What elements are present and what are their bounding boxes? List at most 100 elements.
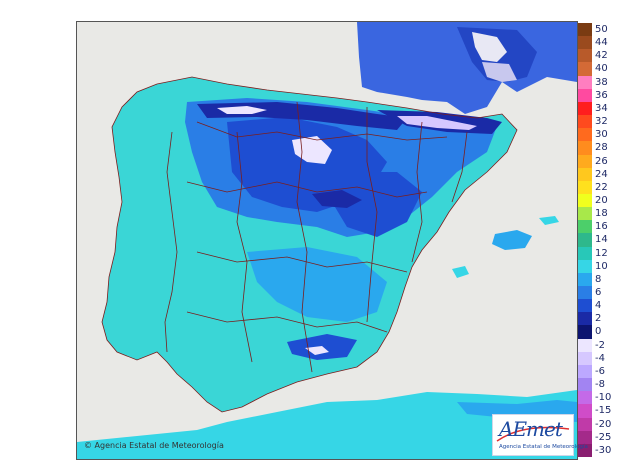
north-africa-landmass (77, 390, 577, 459)
legend-item: -15 (578, 404, 638, 418)
legend-swatch (578, 154, 592, 168)
legend-label: 16 (595, 221, 608, 233)
legend-item: 28 (578, 141, 638, 155)
legend-item: 22 (578, 180, 638, 194)
legend-label: -6 (595, 365, 605, 377)
massif-central-zone (482, 62, 517, 82)
legend-label: 18 (595, 208, 608, 220)
legend-label: -20 (595, 418, 612, 430)
legend-swatch (578, 272, 592, 287)
legend-item: 0 (578, 325, 638, 339)
menorca-island (539, 216, 559, 225)
legend-label: 26 (595, 155, 608, 167)
legend-item: 50 (578, 23, 638, 37)
legend-label: -25 (595, 431, 612, 443)
legend-label: 22 (595, 181, 608, 193)
legend-label: 2 (595, 313, 602, 325)
logo-wordmark: AEmet (499, 417, 563, 441)
legend-item: 44 (578, 36, 638, 50)
legend-item: 26 (578, 154, 638, 168)
temperature-map (76, 21, 578, 460)
legend-swatch (578, 286, 592, 300)
legend-label: 44 (595, 37, 608, 49)
central-system-snow (312, 190, 362, 208)
legend-swatch (578, 430, 592, 444)
legend-label: 40 (595, 63, 608, 75)
legend-label: -8 (595, 379, 605, 391)
legend-label: 14 (595, 234, 608, 246)
legend-swatch (578, 299, 592, 313)
legend-label: 30 (595, 129, 608, 141)
legend-item: 20 (578, 193, 638, 208)
logo-swoosh-icon (496, 426, 570, 442)
aemet-logo: AEmet Agencia Estatal de Meteorología (492, 414, 588, 456)
legend-label: 12 (595, 247, 608, 259)
legend-label: -4 (595, 352, 605, 364)
legend-item: -8 (578, 378, 638, 392)
legend-item: 10 (578, 259, 638, 273)
legend-item: 2 (578, 312, 638, 326)
legend-swatch (578, 443, 592, 457)
legend-item: -10 (578, 391, 638, 405)
legend-swatch (578, 101, 592, 116)
legend-swatch (578, 338, 592, 352)
legend-swatch (578, 378, 592, 392)
legend-swatch (578, 36, 592, 50)
cantabrian-snow (217, 106, 267, 114)
legend-swatch (578, 391, 592, 405)
legend-label: 8 (595, 273, 602, 285)
legend-item: -25 (578, 430, 638, 444)
legend-label: 24 (595, 168, 608, 180)
legend-item: -6 (578, 364, 638, 379)
legend-swatch (578, 75, 592, 89)
legend-swatch (578, 88, 592, 102)
legend-label: 0 (595, 326, 602, 338)
legend-swatch (578, 49, 592, 63)
legend-label: -10 (595, 392, 612, 404)
legend-item: 18 (578, 207, 638, 221)
legend-swatch (578, 312, 592, 326)
pyrenees-snow (397, 116, 477, 130)
administrative-borders (101, 76, 518, 413)
legend-item: 6 (578, 286, 638, 300)
sierra-nevada-snow (305, 346, 329, 355)
legend-label: 50 (595, 24, 608, 35)
southern-plateau-zone (247, 247, 387, 322)
legend-item: 14 (578, 233, 638, 247)
legend-label: 36 (595, 89, 608, 101)
legend-label: 42 (595, 50, 608, 62)
legend-item: 12 (578, 246, 638, 260)
legend-item: 38 (578, 75, 638, 89)
legend-swatch (578, 115, 592, 129)
legend-swatch (578, 62, 592, 76)
legend-item: 40 (578, 62, 638, 76)
map-canvas (77, 22, 577, 459)
legend-swatch (578, 167, 592, 181)
legend-item: -2 (578, 338, 638, 352)
legend-swatch (578, 180, 592, 194)
legend-swatch (578, 220, 592, 234)
legend-item: 8 (578, 272, 638, 287)
legend-label: 10 (595, 260, 608, 272)
copyright-text: © Agencia Estatal de Meteorología (84, 441, 224, 450)
legend-swatch (578, 193, 592, 208)
legend-swatch (578, 246, 592, 260)
temperature-legend: 50 44 42 40 38 36 34 32 30 28 26 24 22 20 18 16 14 12 10 8 6… (578, 23, 638, 457)
legend-item: 34 (578, 101, 638, 116)
legend-swatch (578, 417, 592, 431)
legend-label: 6 (595, 287, 602, 299)
legend-label: 20 (595, 194, 608, 206)
legend-swatch (578, 233, 592, 247)
legend-swatch (578, 325, 592, 339)
legend-item: -4 (578, 351, 638, 365)
legend-swatch (578, 364, 592, 379)
legend-swatch (578, 351, 592, 365)
legend-label: 38 (595, 76, 608, 88)
legend-swatch (578, 404, 592, 418)
legend-label: -15 (595, 405, 612, 417)
legend-swatch (578, 23, 592, 37)
iberian-range-zone (332, 172, 422, 237)
logo-subtitle: Agencia Estatal de Meteorología (499, 444, 588, 450)
legend-swatch (578, 141, 592, 155)
legend-item: -30 (578, 443, 638, 457)
